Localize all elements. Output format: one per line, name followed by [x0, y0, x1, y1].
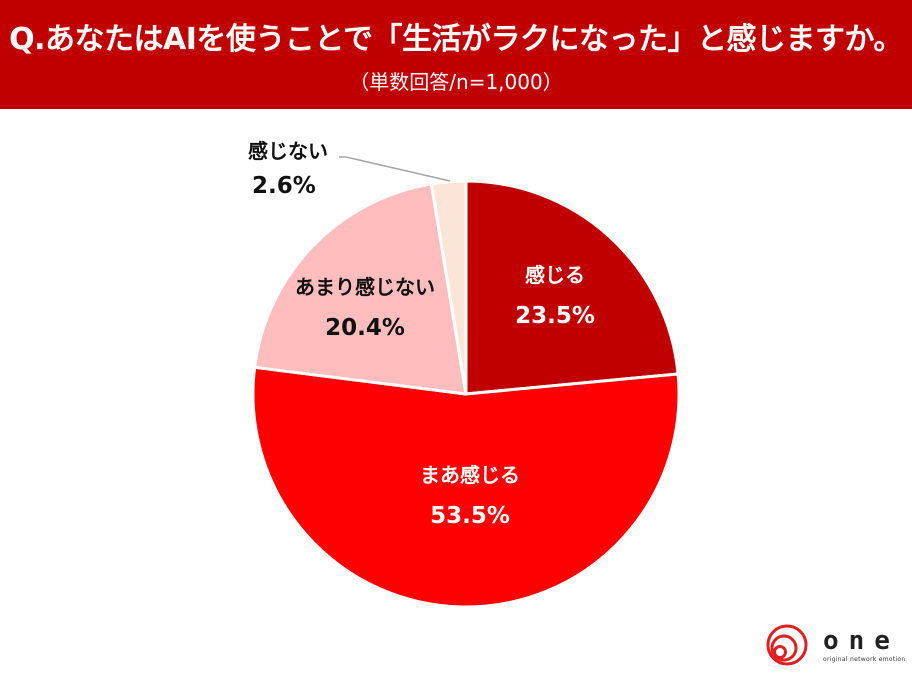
slice-label-amari-kanjinai: あまり感じない 20.4% — [285, 274, 445, 342]
pie-slice-1 — [251, 365, 681, 609]
slice-label-kanjiru: 感じる 23.5% — [510, 262, 600, 330]
chart-title: Q.あなたはAIを使うことで「生活がラクになった」と感じますか。 — [9, 22, 903, 57]
logo-tagline: original network emotion — [823, 656, 906, 663]
slice-label-name: まあ感じる — [420, 463, 520, 487]
slice-label-value: 20.4% — [325, 315, 405, 341]
slice-label-name: 感じない — [248, 139, 328, 163]
pie-slice-0 — [464, 179, 680, 396]
slice-label-value: 2.6% — [252, 173, 316, 199]
slice-label-name: あまり感じない — [295, 275, 435, 299]
logo-wordmark: one — [823, 626, 900, 656]
slice-label-value: 23.5% — [515, 303, 595, 329]
slice-label-value: 53.5% — [430, 503, 510, 529]
chart-header: Q.あなたはAIを使うことで「生活がラクになった」と感じますか。 （単数回答/n… — [0, 0, 912, 109]
slice-label-name: 感じる — [525, 263, 585, 287]
chart-subtitle: （単数回答/n=1,000） — [349, 70, 563, 94]
pie-slice-2 — [253, 182, 468, 396]
spiral-circle-icon — [766, 624, 808, 666]
slice-label-kanjinai: 感じない 2.6% — [248, 138, 344, 200]
slice-label-maa-kanjiru: まあ感じる 53.5% — [405, 462, 535, 530]
pie-slice-3 — [429, 179, 468, 396]
company-logo: one original network emotion — [765, 624, 906, 666]
leader-line — [339, 156, 451, 182]
